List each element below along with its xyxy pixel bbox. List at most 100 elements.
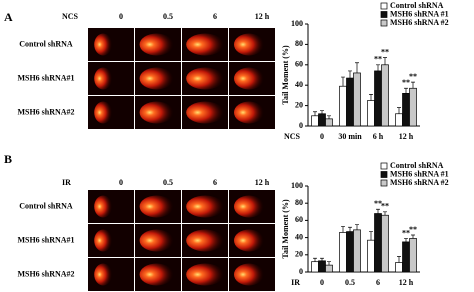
error-bar <box>383 57 387 65</box>
bar <box>402 93 410 127</box>
bar <box>325 118 333 127</box>
x-tick-label: 12 h <box>399 278 414 287</box>
significance: ** <box>402 78 410 87</box>
comet <box>139 229 174 252</box>
error-bar <box>376 208 380 214</box>
error-bar <box>369 231 373 241</box>
error-bar <box>411 81 415 89</box>
error-bar <box>313 111 317 116</box>
treatment-label: IR <box>62 178 71 187</box>
x-tick-label: 0.5 <box>345 278 355 287</box>
bar <box>311 115 319 127</box>
panel-label: A <box>4 10 13 24</box>
y-tick-label: 80 <box>295 198 303 207</box>
error-bar <box>355 62 359 73</box>
column-label: 0 <box>119 178 123 187</box>
bar <box>374 213 382 273</box>
column-label: 6 <box>213 178 217 187</box>
error-bar <box>404 87 408 94</box>
legend-swatch <box>380 2 388 10</box>
comet <box>186 195 225 218</box>
bar <box>367 100 375 127</box>
legend-swatch <box>380 179 388 187</box>
y-tick-label: 40 <box>295 80 303 89</box>
row-label: Control shRNA <box>19 201 73 210</box>
bar <box>346 231 354 273</box>
y-tick-label: 100 <box>291 19 303 28</box>
bar <box>381 214 389 273</box>
comet <box>186 101 225 124</box>
error-bar <box>369 94 373 101</box>
comet <box>94 195 113 218</box>
bar <box>367 239 375 273</box>
legend-swatch <box>380 11 388 18</box>
y-tick-label: 0 <box>299 121 303 130</box>
panel-label: B <box>4 152 12 166</box>
bar <box>353 72 361 127</box>
y-tick-label: 60 <box>295 60 303 69</box>
comet <box>234 195 264 218</box>
y-tick-label: 100 <box>291 181 303 190</box>
comet <box>186 33 225 56</box>
comet <box>186 67 225 90</box>
x-tick-label: 6 <box>376 278 380 287</box>
bar <box>402 241 410 273</box>
legend-label: MSH6 shRNA #1 <box>390 169 449 178</box>
treatment-label: NCS <box>62 12 79 21</box>
error-bar <box>348 226 352 232</box>
legend-swatch <box>380 171 388 178</box>
significance: ** <box>409 225 417 234</box>
comet <box>234 229 264 252</box>
error-bar <box>320 110 324 114</box>
bar <box>409 238 417 273</box>
x-axis-title: NCS <box>284 132 301 141</box>
y-tick-label: 80 <box>295 39 303 48</box>
bar <box>318 260 326 273</box>
column-label: 12 h <box>255 12 270 21</box>
x-tick-label: 6 h <box>373 132 384 141</box>
legend-swatch <box>380 162 388 170</box>
error-bar <box>327 261 331 266</box>
bar <box>395 262 403 273</box>
x-axis-title: IR <box>291 278 300 287</box>
comet <box>139 67 174 90</box>
column-label: 0 <box>119 12 123 21</box>
significance: ** <box>381 47 389 56</box>
comet <box>139 195 174 218</box>
legend-label: MSH6 shRNA #1 <box>390 9 449 18</box>
error-bar <box>320 257 324 261</box>
column-label: 0.5 <box>163 12 173 21</box>
bar <box>353 229 361 273</box>
bar <box>325 264 333 273</box>
comet <box>186 263 225 286</box>
legend-label: MSH6 shRNA #2 <box>390 178 449 187</box>
comet <box>139 263 174 286</box>
y-axis-title: Tail Moment (%) <box>281 45 290 105</box>
legend-label: MSH6 shRNA #2 <box>390 18 449 27</box>
legend-label: Control shRNA <box>390 1 444 10</box>
row-label: MSH6 shRNA#2 <box>17 107 74 116</box>
error-bar <box>341 226 345 233</box>
bar <box>395 113 403 127</box>
error-bar <box>348 70 352 79</box>
y-tick-label: 20 <box>295 250 303 259</box>
column-label: 12 h <box>255 178 270 187</box>
comet <box>186 229 225 252</box>
bar <box>374 70 382 127</box>
bar <box>339 85 347 127</box>
bar <box>311 261 319 273</box>
error-bar <box>397 256 401 263</box>
error-bar <box>376 64 380 71</box>
comet <box>94 67 113 90</box>
x-tick-label: 0 <box>320 132 324 141</box>
y-tick-label: 40 <box>295 232 303 241</box>
comet <box>94 229 113 252</box>
comet <box>139 33 174 56</box>
legend-swatch <box>380 19 388 27</box>
error-bar <box>411 234 415 239</box>
bar <box>409 87 417 127</box>
bar <box>318 113 326 127</box>
comet <box>94 101 113 124</box>
significance: ** <box>381 202 389 211</box>
x-tick-label: 0 <box>320 278 324 287</box>
